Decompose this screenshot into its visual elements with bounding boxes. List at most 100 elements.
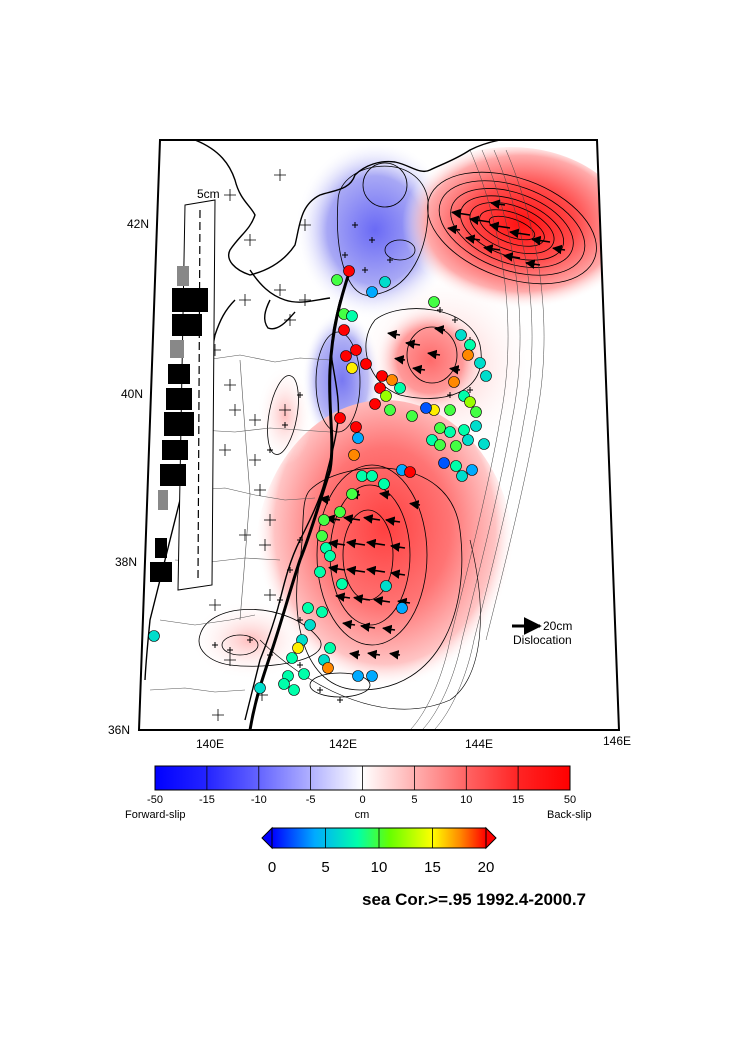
gps-station <box>376 370 388 382</box>
slip-unit-label: cm <box>355 809 370 821</box>
slip-arrow <box>367 649 381 660</box>
slip-arrow <box>449 365 461 375</box>
gps-station <box>438 457 450 469</box>
slip-arrow <box>346 538 366 549</box>
gps-station <box>466 464 478 476</box>
gps-station <box>456 470 468 482</box>
gps-station <box>458 424 470 436</box>
gps-station <box>406 410 418 422</box>
station-tick-2: 10 <box>371 859 388 876</box>
slip-arrow <box>343 514 361 524</box>
gps-station <box>324 642 336 654</box>
slip-tick-0: -50 <box>147 794 163 806</box>
slip-tick-5: 5 <box>411 794 417 806</box>
gps-station <box>350 421 362 433</box>
slip-arrow <box>385 516 401 526</box>
gps-station <box>428 296 440 308</box>
slip-arrow <box>489 221 511 232</box>
gps-station <box>455 329 467 341</box>
station-tick-0: 0 <box>268 859 276 876</box>
gps-station <box>324 550 336 562</box>
slip-tick-7: 15 <box>512 794 524 806</box>
slip-arrow <box>447 224 461 235</box>
gps-station <box>369 398 381 410</box>
lat-label-42n: 42N <box>127 217 149 231</box>
slip-arrow <box>509 228 531 239</box>
slip-tick-6: 10 <box>460 794 472 806</box>
slip-arrow <box>525 259 541 269</box>
lat-label-40n: 40N <box>121 387 143 401</box>
slip-arrow <box>387 329 401 340</box>
slip-arrow <box>390 569 406 579</box>
slip-arrow <box>490 199 506 209</box>
gps-station <box>292 642 304 654</box>
gps-station <box>470 406 482 418</box>
slip-arrow <box>552 244 566 255</box>
gps-station <box>304 619 316 631</box>
gps-station <box>340 350 352 362</box>
lat-label-36n: 36N <box>108 723 130 737</box>
gps-station <box>314 566 326 578</box>
gps-station <box>404 466 416 478</box>
gps-station <box>366 670 378 682</box>
gps-station <box>379 276 391 288</box>
gps-station <box>394 382 406 394</box>
slip-arrow <box>373 596 391 606</box>
lon-label-142e: 142E <box>329 737 357 751</box>
slip-arrow <box>390 542 406 552</box>
gps-station <box>434 439 446 451</box>
station-tick-1: 5 <box>321 859 329 876</box>
scale-box-column <box>150 199 216 591</box>
gps-station <box>444 404 456 416</box>
station-tick-3: 15 <box>424 859 441 876</box>
slip-arrow <box>319 495 331 505</box>
slip-arrow <box>328 564 346 574</box>
slip-arrow <box>389 650 401 660</box>
slip-arrow <box>379 490 391 500</box>
slip-arrow <box>434 325 446 335</box>
gps-station <box>331 274 343 286</box>
slip-arrow <box>465 234 481 244</box>
gps-station <box>346 310 358 322</box>
gps-station <box>444 426 456 438</box>
gps-station <box>396 602 408 614</box>
gps-station <box>316 606 328 618</box>
gps-station <box>478 438 490 450</box>
lon-label-146e: 146E <box>603 734 631 748</box>
slip-arrow <box>382 624 396 635</box>
gps-station <box>380 580 392 592</box>
slip-arrow <box>394 355 406 365</box>
gps-station <box>302 602 314 614</box>
station-tick-4: 20 <box>478 859 495 876</box>
dislocation-reference: 20cm Dislocation <box>512 617 572 647</box>
gps-station <box>366 470 378 482</box>
gps-station <box>352 670 364 682</box>
gps-station <box>360 358 372 370</box>
gps-station <box>386 374 398 386</box>
gps-station <box>348 449 360 461</box>
gps-station <box>434 422 446 434</box>
gps-station <box>298 668 310 680</box>
gps-station <box>343 265 355 277</box>
slip-arrow <box>366 565 386 576</box>
gps-station <box>378 478 390 490</box>
slip-arrow <box>409 500 421 510</box>
slip-tick-3: -5 <box>306 794 316 806</box>
map-area <box>139 140 619 730</box>
gps-stations <box>148 265 492 696</box>
gps-station <box>462 349 474 361</box>
slip-arrow <box>363 514 381 524</box>
gps-station <box>448 376 460 388</box>
gps-station <box>374 382 386 394</box>
back-slip-label: Back-slip <box>547 809 592 821</box>
gps-station <box>288 684 300 696</box>
figure-caption: sea Cor.>=.95 1992.4-2000.7 <box>362 890 586 909</box>
slip-arrow <box>342 619 356 630</box>
gps-station <box>318 514 330 526</box>
gps-station <box>464 396 476 408</box>
gps-station <box>286 652 298 664</box>
gps-station <box>420 402 432 414</box>
slip-arrow <box>412 364 426 375</box>
gps-station <box>346 362 358 374</box>
